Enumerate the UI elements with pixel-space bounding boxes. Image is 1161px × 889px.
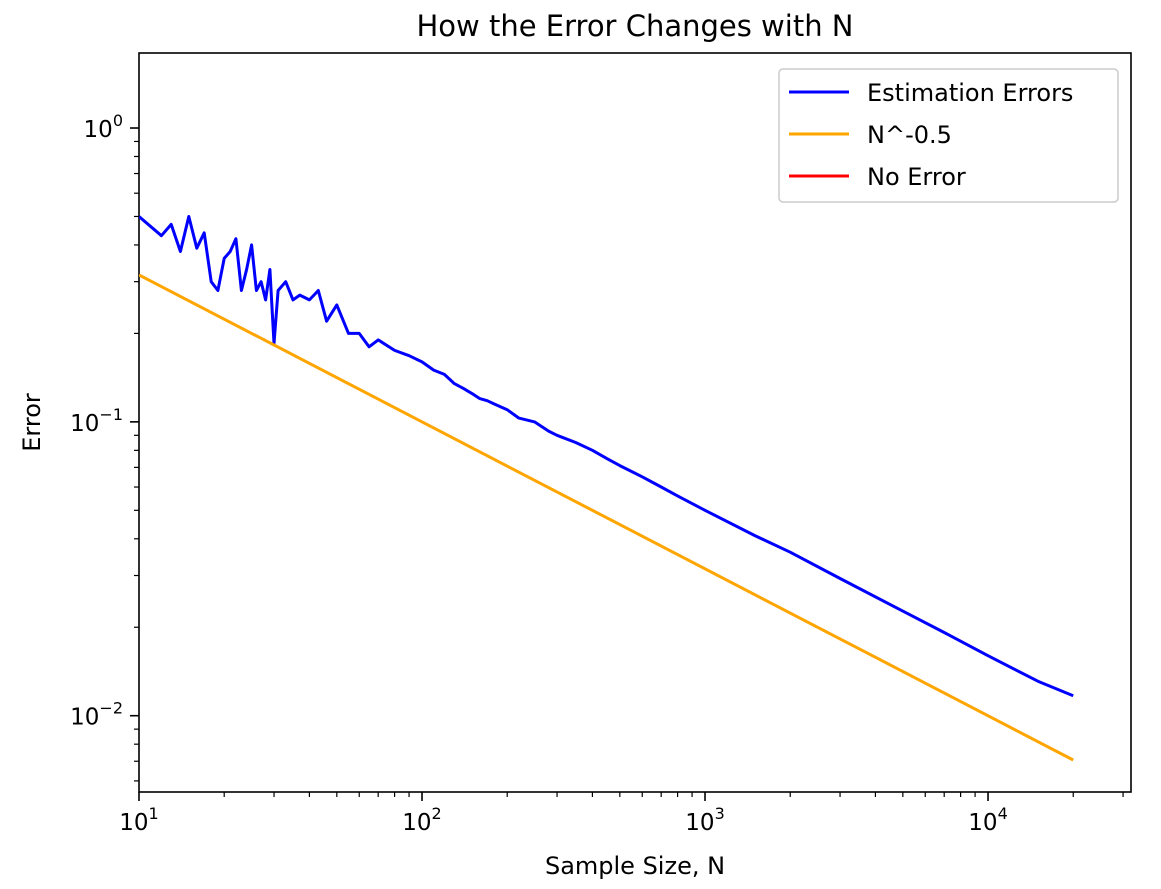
x-axis-label: Sample Size, N bbox=[545, 852, 725, 880]
legend-label-estimation-errors: Estimation Errors bbox=[867, 79, 1073, 107]
series-group bbox=[139, 215, 1074, 762]
y-axis-label: Error bbox=[18, 393, 46, 452]
legend: Estimation Errors N^-0.5 No Error bbox=[778, 68, 1119, 203]
series-line-estimation-errors bbox=[139, 215, 1074, 698]
legend-label-n-0-5: N^-0.5 bbox=[867, 121, 952, 149]
legend-label-no-error: No Error bbox=[867, 163, 966, 191]
chart-title: How the Error Changes with N bbox=[417, 9, 854, 43]
legend-box bbox=[778, 68, 1119, 203]
series-line-n-0-5 bbox=[139, 273, 1074, 762]
